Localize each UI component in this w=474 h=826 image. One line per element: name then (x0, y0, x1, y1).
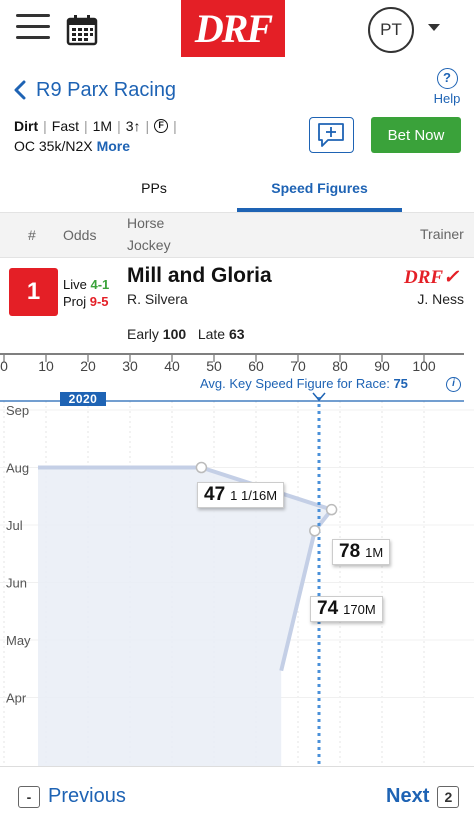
x-tick-label: 0 (0, 358, 8, 374)
footer-nav: - Previous Next 2 (0, 766, 474, 826)
info-icon[interactable]: i (446, 377, 461, 392)
data-point (195, 461, 208, 474)
column-header: # Odds Horse Jockey Trainer (0, 212, 474, 258)
x-tick-label: 100 (412, 358, 436, 374)
key-figure-label: Avg. Key Speed Figure for Race: 75 (200, 376, 408, 391)
next-key: 2 (437, 785, 460, 808)
proj-label: Proj (63, 294, 87, 309)
x-tick-label: 90 (374, 358, 390, 374)
col-horse: Horse (127, 215, 165, 231)
next-button[interactable]: Next 2 (386, 785, 460, 808)
month-label: Aug (6, 461, 29, 476)
race-title: R9 Parx Racing (36, 78, 177, 101)
next-label: Next (386, 785, 430, 807)
track-condition: Fast (51, 118, 79, 134)
year-label: 2020 (60, 392, 106, 406)
top-bar: DRF PT (0, 0, 474, 62)
x-tick-label: 10 (38, 358, 54, 374)
col-odds: Odds (63, 227, 97, 243)
surface: Dirt (14, 118, 39, 134)
speed-figure-chart: 0 10 20 30 40 50 60 70 80 90 100 Sep Aug Jul Jun May Apr (0, 353, 474, 766)
previous-label: Previous (48, 785, 126, 807)
chart-svg: 0 10 20 30 40 50 60 70 80 90 100 Sep Aug Jul Jun May Apr (0, 353, 474, 766)
month-label: Sep (6, 403, 29, 418)
race-distance: 1M (92, 118, 113, 134)
odds-block: Live 4-1 Proj 9-5 (63, 276, 109, 310)
tab-bar: PPs Speed Figures (0, 164, 474, 212)
figure-value: 78 (339, 541, 361, 562)
drf-pick-icon: DRF✓ (404, 267, 459, 288)
figure-value: 74 (317, 598, 339, 619)
month-label: May (6, 633, 31, 648)
x-tick-label: 70 (290, 358, 306, 374)
figure-card[interactable]: 47 1 1/16M (197, 482, 285, 508)
area-fill (38, 467, 332, 766)
chevron-left-icon (14, 80, 26, 100)
question-icon: ? (436, 68, 458, 89)
more-link[interactable]: More (96, 138, 131, 154)
x-tick-label: 50 (206, 358, 222, 374)
live-odds: 4-1 (90, 277, 110, 292)
age-restriction: 3↑ (125, 118, 141, 134)
figure-value: 47 (204, 484, 226, 505)
proj-odds: 9-5 (89, 294, 109, 309)
x-tick-label: 20 (80, 358, 96, 374)
month-label: Jul (6, 518, 23, 533)
bet-now-button[interactable]: Bet Now (371, 117, 461, 153)
x-tick-label: 30 (122, 358, 138, 374)
tab-speed-figures[interactable]: Speed Figures (237, 164, 402, 212)
pace-ratings: Early 100 Late 63 (127, 326, 245, 342)
back-to-race-link[interactable]: R9 Parx Racing (12, 78, 182, 102)
late-label: Late (197, 326, 226, 342)
previous-button[interactable]: - Previous (18, 785, 126, 808)
live-label: Live (63, 277, 87, 292)
fillies-icon: F (154, 119, 169, 133)
previous-key: - (18, 785, 40, 808)
figure-distance: 170M (343, 601, 376, 617)
figure-card[interactable]: 78 1M (332, 539, 391, 565)
help-label: Help (433, 91, 461, 106)
add-comment-icon (318, 123, 344, 147)
col-number: # (28, 227, 36, 243)
x-tick-label: 40 (164, 358, 180, 374)
early-value: 100 (162, 326, 187, 342)
race-conditions: Dirt | Fast | 1M | 3↑ | F | OC 35k/N2X More (14, 118, 177, 154)
help-button[interactable]: ? Help (432, 68, 462, 106)
horse-name[interactable]: Mill and Gloria (127, 264, 272, 287)
col-trainer: Trainer (420, 226, 464, 242)
early-label: Early (127, 326, 159, 342)
late-value: 63 (228, 326, 245, 342)
month-label: Apr (6, 691, 27, 706)
user-avatar[interactable]: PT (368, 7, 414, 53)
drf-logo[interactable]: DRF (181, 0, 285, 57)
figure-card[interactable]: 74 170M (310, 596, 383, 622)
calendar-icon[interactable] (66, 14, 98, 46)
post-position-badge: 1 (9, 268, 58, 316)
trainer-name: J. Ness (417, 291, 464, 307)
add-to-ticket-button[interactable] (309, 117, 354, 153)
x-tick-label: 80 (332, 358, 348, 374)
col-jockey: Jockey (127, 237, 171, 253)
chevron-down-icon[interactable] (428, 24, 440, 31)
x-tick-label: 60 (248, 358, 264, 374)
race-class: OC 35k/N2X (14, 138, 93, 154)
data-point (325, 503, 338, 516)
jockey-name: R. Silvera (127, 291, 188, 307)
tab-pps[interactable]: PPs (141, 180, 167, 196)
figure-distance: 1M (365, 544, 384, 560)
hamburger-menu-icon[interactable] (16, 14, 50, 42)
month-label: Jun (6, 576, 27, 591)
key-figure-marker (312, 392, 326, 402)
data-point (309, 525, 321, 537)
key-figure-value: 75 (393, 376, 408, 391)
figure-distance: 1 1/16M (230, 487, 278, 503)
